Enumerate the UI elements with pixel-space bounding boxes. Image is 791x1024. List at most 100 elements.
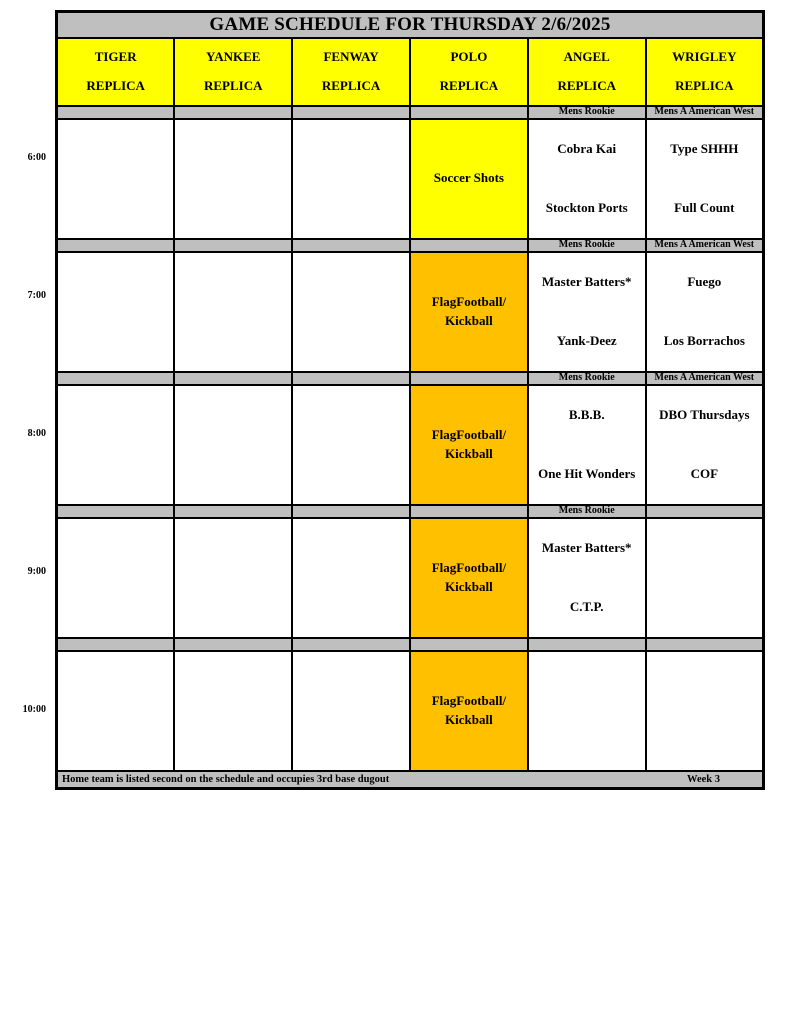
venue-sub: REPLICA <box>86 78 145 93</box>
game-cell-wrigley: Type SHHH Full Count <box>644 117 765 240</box>
division-cell <box>173 237 294 253</box>
division-cell <box>55 636 176 652</box>
division-cell <box>291 636 411 652</box>
venue-sub: REPLICA <box>439 78 499 93</box>
venue-sub: REPLICA <box>321 78 381 93</box>
division-cell <box>173 636 294 652</box>
away-team <box>530 653 644 711</box>
home-team <box>530 711 644 769</box>
division-cell <box>173 503 294 519</box>
home-team: Los Borrachos <box>663 333 745 348</box>
home-team: COF <box>690 466 719 481</box>
game-cell-polo: FlagFootball/ Kickball <box>408 250 529 373</box>
game-cell-fenway <box>291 383 411 506</box>
activity-label-line2: Kickball <box>445 578 493 594</box>
game-cell-polo: Soccer Shots <box>408 117 529 240</box>
division-cell <box>408 503 529 519</box>
division-cell <box>408 104 529 120</box>
venue-header-fenway: FENWAY REPLICA <box>291 36 411 107</box>
activity-label-line1: Soccer Shots <box>433 170 504 186</box>
game-cell-tiger <box>55 383 176 506</box>
home-team: Yank-Deez <box>556 333 617 348</box>
game-cell-fenway <box>291 250 411 373</box>
venue-name: TIGER <box>94 49 137 64</box>
division-cell <box>55 104 176 120</box>
division-cell <box>55 237 176 253</box>
game-cell-angel: B.B.B. One Hit Wonders <box>526 383 647 506</box>
activity-label-line1: FlagFootball/ <box>431 293 507 309</box>
venue-sub: REPLICA <box>203 78 263 93</box>
home-team: Full Count <box>674 200 735 215</box>
game-cell-fenway <box>291 649 411 772</box>
game-cell-yankee <box>173 383 294 506</box>
page-title: GAME SCHEDULE FOR THURSDAY 2/6/2025 <box>55 10 765 39</box>
week-label: Week 3 <box>687 773 720 785</box>
division-label-angel: Mens Rookie <box>526 104 647 120</box>
game-cell-angel: Master Batters* Yank-Deez <box>526 250 647 373</box>
away-team: Cobra Kai <box>557 141 617 156</box>
home-team: Stockton Ports <box>545 200 628 215</box>
venue-sub: REPLICA <box>557 78 616 93</box>
division-cell <box>408 370 529 386</box>
time-label-8: 8:00 <box>27 428 46 439</box>
game-cell-fenway <box>291 117 411 240</box>
game-cell-wrigley <box>644 516 765 639</box>
venue-header-angel: ANGEL REPLICA <box>526 36 647 107</box>
home-team: C.T.P. <box>569 599 604 614</box>
away-team <box>648 520 762 578</box>
division-cell <box>291 503 411 519</box>
home-team-note: Home team is listed second on the schedu… <box>62 773 390 785</box>
venue-name: ANGEL <box>563 49 610 64</box>
activity-label-line1: FlagFootball/ <box>431 426 507 442</box>
division-cell <box>291 370 411 386</box>
venue-name: YANKEE <box>206 49 261 64</box>
game-cell-yankee <box>173 516 294 639</box>
division-label-wrigley: Mens A American West <box>644 237 765 253</box>
home-team <box>648 711 762 769</box>
division-label-angel: Mens Rookie <box>526 370 647 386</box>
division-label-angel: Mens Rookie <box>526 503 647 519</box>
game-cell-polo: FlagFootball/ Kickball <box>408 649 529 772</box>
activity-label-line2: Kickball <box>445 312 493 328</box>
division-cell <box>55 503 176 519</box>
away-team: DBO Thursdays <box>659 407 750 422</box>
division-cell <box>408 237 529 253</box>
away-team: Type SHHH <box>670 141 739 156</box>
division-label-wrigley <box>644 636 765 652</box>
game-cell-tiger <box>55 117 176 240</box>
division-cell <box>291 104 411 120</box>
away-team: Fuego <box>687 274 722 289</box>
game-cell-tiger <box>55 649 176 772</box>
activity-label-line1: FlagFootball/ <box>431 559 507 575</box>
division-label-angel: Mens Rookie <box>526 237 647 253</box>
game-cell-polo: FlagFootball/ Kickball <box>408 516 529 639</box>
venue-header-yankee: YANKEE REPLICA <box>173 36 294 107</box>
away-team: Master Batters* <box>541 540 632 555</box>
venue-name: FENWAY <box>323 49 379 64</box>
division-cell <box>173 370 294 386</box>
away-team: Master Batters* <box>541 274 632 289</box>
away-team <box>648 653 762 711</box>
division-label-wrigley: Mens A American West <box>644 370 765 386</box>
activity-label-line1: FlagFootball/ <box>431 692 507 708</box>
game-cell-yankee <box>173 117 294 240</box>
venue-name: POLO <box>450 49 488 64</box>
home-team: One Hit Wonders <box>538 466 636 481</box>
division-cell <box>55 370 176 386</box>
schedule-table: GAME SCHEDULE FOR THURSDAY 2/6/2025 TIGE… <box>55 10 765 790</box>
game-cell-fenway <box>291 516 411 639</box>
venue-header-polo: POLO REPLICA <box>408 36 529 107</box>
venue-sub: REPLICA <box>675 78 734 93</box>
time-label-6: 6:00 <box>27 152 46 163</box>
game-cell-wrigley <box>644 649 765 772</box>
footer-bar: Home team is listed second on the schedu… <box>55 769 765 790</box>
game-cell-tiger <box>55 250 176 373</box>
time-label-7: 7:00 <box>27 290 46 301</box>
game-cell-angel: Master Batters* C.T.P. <box>526 516 647 639</box>
time-label-9: 9:00 <box>27 566 46 577</box>
game-cell-wrigley: Fuego Los Borrachos <box>644 250 765 373</box>
division-label-wrigley: Mens A American West <box>644 104 765 120</box>
game-cell-yankee <box>173 649 294 772</box>
division-label-angel <box>526 636 647 652</box>
